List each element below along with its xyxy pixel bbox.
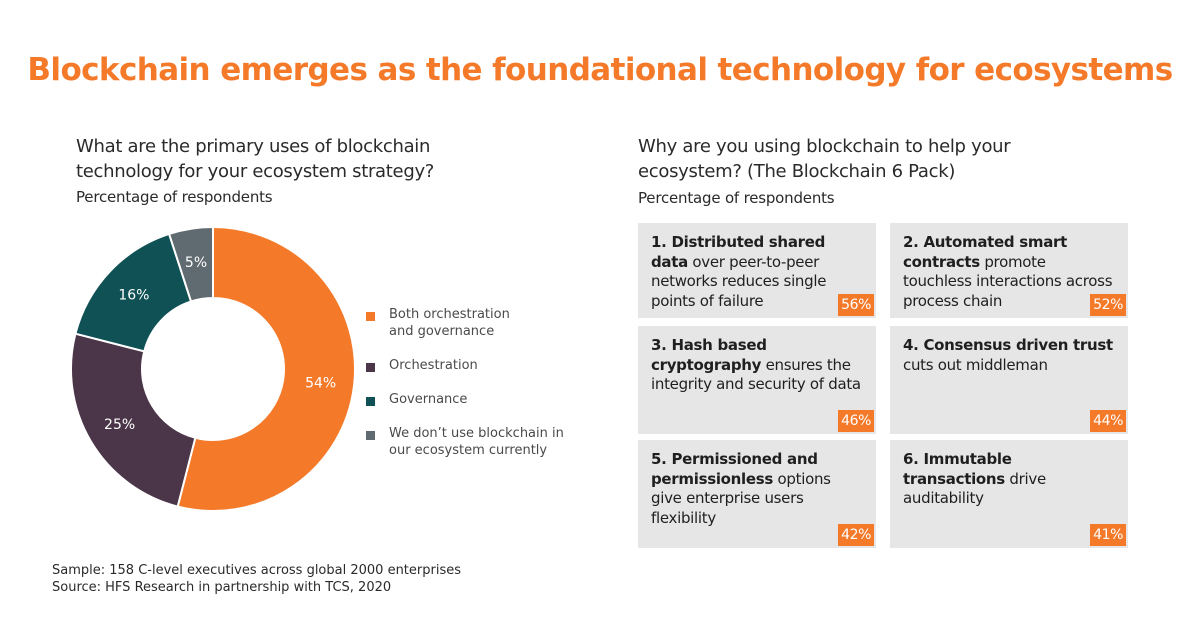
reason-card-heading: 3. Hash based cryptography [651, 336, 767, 374]
reason-card-heading: 1. Distributed shared data [651, 233, 826, 271]
sample-note: Sample: 158 C-level executives across gl… [52, 563, 461, 578]
reason-card-percent-badge: 52% [1090, 294, 1126, 316]
reason-card-percent-badge: 56% [838, 294, 874, 316]
reason-card-body: cuts out middleman [903, 355, 1048, 374]
reason-card-text: 4. Consensus driven trust cuts out middl… [903, 336, 1113, 375]
reason-card-5: 5. Permissioned and permissionless optio… [638, 440, 876, 548]
reason-card-6: 6. Immutable transactions drive auditabi… [890, 440, 1128, 548]
chart-legend: Both orchestration and governance Orchestr… [366, 306, 596, 476]
reason-card-heading: 4. Consensus driven trust [903, 336, 1113, 354]
legend-label-line: and governance [389, 324, 495, 339]
reason-card-3: 3. Hash based cryptography ensures the i… [638, 326, 876, 434]
donut-slice-4 [167, 225, 214, 303]
legend-swatch [366, 363, 375, 372]
donut-label-4: 5% [185, 255, 207, 271]
legend-swatch [366, 397, 375, 406]
donut-label-3: 16% [118, 288, 149, 304]
legend-label: Governance [389, 391, 579, 408]
donut-label-2: 25% [104, 417, 135, 433]
reason-card-body: options give enterprise users flexibilit… [651, 469, 831, 527]
reason-card-1: 1. Distributed shared data over peer-to-… [638, 223, 876, 318]
reason-card-text: 6. Immutable transactions drive auditabi… [903, 450, 1113, 509]
donut-slice-2 [70, 332, 197, 508]
reason-card-percent-badge: 42% [838, 524, 874, 546]
legend-item-3: Governance [366, 391, 596, 408]
legend-label-line: Governance [389, 392, 468, 407]
donut-slice-1 [176, 225, 356, 512]
right-subtitle: Percentage of respondents [638, 189, 835, 207]
reason-card-text: 1. Distributed shared data over peer-to-… [651, 233, 861, 311]
reason-card-body: promote touchless interactions across pr… [903, 252, 1113, 310]
reason-card-2: 2. Automated smart contracts promote tou… [890, 223, 1128, 318]
reason-card-heading: 2. Automated smart contracts [903, 233, 1068, 271]
legend-label-line: our ecosystem currently [389, 443, 548, 458]
page-title: Blockchain emerges as the foundational t… [27, 52, 1173, 88]
left-subtitle: Percentage of respondents [76, 188, 273, 206]
source-note: Source: HFS Research in partnership with… [52, 580, 392, 595]
right-question: Why are you using blockchain to help you… [638, 134, 1108, 184]
reason-card-heading: 6. Immutable transactions [903, 450, 1012, 488]
legend-label: We don’t use blockchain in our ecosystem … [389, 425, 579, 459]
footer-notes: Sample: 158 C-level executives across gl… [52, 562, 461, 596]
legend-label: Both orchestration and governance [389, 306, 579, 340]
donut-label-1: 54% [305, 376, 336, 392]
reason-card-text: 5. Permissioned and permissionless optio… [651, 450, 861, 528]
reason-card-4: 4. Consensus driven trust cuts out middl… [890, 326, 1128, 434]
reason-card-body: over peer-to-peer networks reduces singl… [651, 252, 827, 310]
left-question: What are the primary uses of blockchain … [76, 134, 516, 184]
reason-card-percent-badge: 41% [1090, 524, 1126, 546]
legend-label: Orchestration [389, 357, 579, 374]
legend-item-2: Orchestration [366, 357, 596, 374]
legend-label-line: Orchestration [389, 358, 478, 373]
right-question-line2: ecosystem? (The Blockchain 6 Pack) [638, 161, 956, 182]
legend-swatch [366, 312, 375, 321]
legend-label-line: Both orchestration [389, 307, 510, 322]
reason-card-body: ensures the integrity and security of da… [651, 355, 861, 394]
donut-chart: 54% 25% 16% 5% [70, 225, 356, 512]
legend-item-1: Both orchestration and governance [366, 306, 596, 340]
reason-card-percent-badge: 44% [1090, 410, 1126, 432]
reason-card-heading: 5. Permissioned and permissionless [651, 450, 818, 488]
left-question-line2: technology for your ecosystem strategy? [76, 161, 435, 182]
right-question-line1: Why are you using blockchain to help you… [638, 136, 1011, 157]
legend-label-line: We don’t use blockchain in [389, 426, 564, 441]
reason-card-text: 2. Automated smart contracts promote tou… [903, 233, 1113, 311]
reason-card-text: 3. Hash based cryptography ensures the i… [651, 336, 861, 395]
reason-card-percent-badge: 46% [838, 410, 874, 432]
reason-card-body: drive auditability [903, 469, 1046, 508]
legend-swatch [366, 431, 375, 440]
left-question-line1: What are the primary uses of blockchain [76, 136, 431, 157]
legend-item-4: We don’t use blockchain in our ecosystem … [366, 425, 596, 459]
